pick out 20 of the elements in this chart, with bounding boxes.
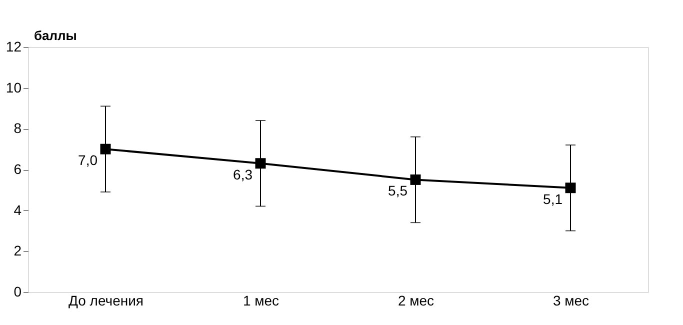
x-tick-label: 3 мес xyxy=(552,292,590,308)
y-axis-title: баллы xyxy=(34,28,77,43)
data-label: 7,0 xyxy=(78,152,98,168)
y-tick-label: 12 xyxy=(6,38,22,54)
y-tick-label: 10 xyxy=(6,79,22,96)
data-label: 5,1 xyxy=(543,190,563,207)
point xyxy=(255,158,266,169)
point xyxy=(565,182,576,194)
point xyxy=(100,144,111,154)
y-tick-label: 2 xyxy=(14,242,22,259)
y-tick-label: 0 xyxy=(14,284,22,300)
data-label: 6,3 xyxy=(233,166,253,182)
y-tick-label: 4 xyxy=(14,202,22,218)
x-tick-label: 1 мес xyxy=(242,292,280,308)
x-tick-label: 2 мес xyxy=(398,292,434,308)
y-tick-label: 6 xyxy=(14,161,22,177)
data-label: 5,5 xyxy=(388,182,408,199)
x-tick-label: До лечения xyxy=(68,292,144,308)
y-tick-label: 8 xyxy=(14,120,22,136)
point xyxy=(410,174,421,185)
